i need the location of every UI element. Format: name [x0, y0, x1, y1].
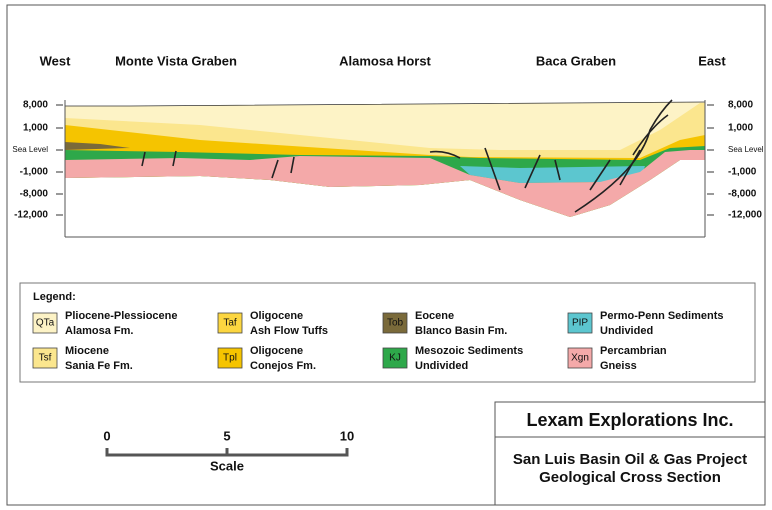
legend-title: Legend: — [33, 291, 76, 303]
elevation-label: 1,000 — [728, 123, 753, 134]
legend-line: Undivided — [600, 325, 653, 337]
legend-line: Undivided — [415, 360, 468, 372]
legend-swatch — [382, 347, 408, 369]
legend-code: KJ — [389, 353, 401, 364]
legend-line: Blanco Basin Fm. — [415, 325, 507, 337]
legend-code: Tsf — [39, 353, 52, 364]
fault — [554, 159, 561, 181]
legend-line: Conejos Fm. — [250, 360, 316, 372]
layer-tob — [65, 142, 130, 150]
legend-swatch — [567, 347, 593, 369]
legend-swatch — [217, 347, 243, 369]
elevation-label: -12,000 — [14, 210, 48, 221]
header-label: East — [698, 53, 726, 68]
fault — [271, 159, 279, 179]
scale-line — [105, 448, 349, 457]
legend-line: Mesozoic Sediments — [415, 345, 523, 357]
legend-code: Xgn — [571, 353, 589, 364]
elevation-label: 1,000 — [23, 123, 48, 134]
fault — [290, 156, 295, 174]
elevation-label: 8,000 — [728, 100, 753, 111]
scale-label: Scale — [210, 458, 244, 473]
scale-tick: 10 — [340, 428, 354, 443]
legend-swatch — [32, 347, 58, 369]
legend-line: Gneiss — [600, 360, 637, 372]
subtitle: Geological Cross Section — [539, 469, 721, 486]
elevation-label: 8,000 — [23, 100, 48, 111]
company: Lexam Explorations Inc. — [526, 410, 733, 430]
fault — [484, 147, 501, 191]
elevation-label: -8,000 — [728, 189, 757, 200]
elevation-label: -1,000 — [20, 167, 49, 178]
elevation-label: Sea Level — [728, 145, 764, 154]
fault — [429, 150, 461, 159]
legend-swatch — [32, 312, 58, 334]
legend-line: Alamosa Fm. — [65, 325, 133, 337]
fault — [619, 149, 641, 186]
elevation-label: -1,000 — [728, 167, 757, 178]
legend-line: Oligocene — [250, 310, 303, 322]
header-label: West — [40, 53, 71, 68]
legend-line: Pliocene-Plessiocene — [65, 310, 178, 322]
title-block: Lexam Explorations Inc. San Luis Basin O… — [494, 401, 766, 506]
legend-code: Taf — [223, 318, 237, 329]
header-label: Alamosa Horst — [339, 53, 431, 68]
legend-swatch — [567, 312, 593, 334]
elevation-label: -12,000 — [728, 210, 762, 221]
legend-code: PIP — [572, 318, 588, 329]
header-label: Monte Vista Graben — [115, 53, 237, 68]
elevation-label: Sea Level — [12, 145, 48, 154]
header-label: Baca Graben — [536, 53, 616, 68]
layer-xgn — [65, 150, 705, 217]
scale-tick: 0 — [103, 428, 110, 443]
legend-line: Miocene — [65, 345, 109, 357]
legend-line: Ash Flow Tuffs — [250, 325, 328, 337]
cross-section — [64, 99, 706, 238]
legend-code: Tpl — [223, 353, 237, 364]
legend-line: Permo-Penn Sediments — [600, 310, 723, 322]
legend-code: QTa — [36, 318, 55, 329]
elevation-scale: 8,000 1,000 Sea Level -1,000 -8,000 -12,000 8,… — [12, 100, 763, 221]
fault — [524, 154, 541, 189]
legend-line: Oligocene — [250, 345, 303, 357]
legend-line: Sania Fe Fm. — [65, 360, 133, 372]
legend-swatch — [217, 312, 243, 334]
fault — [632, 114, 669, 156]
project: San Luis Basin Oil & Gas Project — [513, 451, 747, 468]
legend: Legend: QTa Pliocene-Plessiocene Alamosa F… — [32, 291, 723, 372]
legend-line: Eocene — [415, 310, 454, 322]
fault — [172, 150, 177, 167]
elevation-label: -8,000 — [20, 189, 49, 200]
legend-line: Percambrian — [600, 345, 667, 357]
surface — [65, 101, 706, 107]
scale-bar: 0 5 10 Scale — [103, 428, 354, 473]
layer-pip — [460, 166, 645, 183]
fault — [589, 159, 611, 191]
legend-swatch — [382, 312, 408, 334]
title-box — [494, 401, 766, 506]
scale-tick: 5 — [223, 428, 230, 443]
fault — [141, 151, 146, 167]
legend-code: Tob — [387, 318, 404, 329]
